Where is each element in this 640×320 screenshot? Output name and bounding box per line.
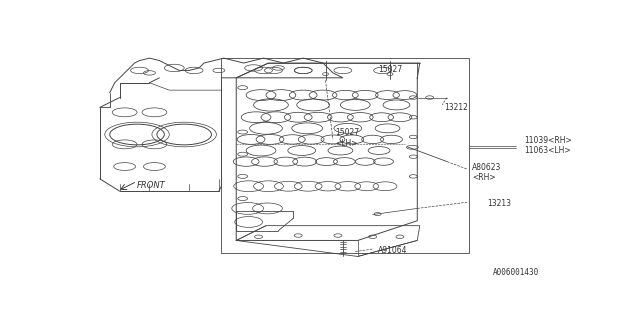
Text: 15027
<LH>: 15027 <LH> (335, 129, 360, 148)
Text: A006001430: A006001430 (493, 268, 540, 277)
Text: 13213: 13213 (486, 199, 511, 208)
Text: 13212: 13212 (445, 103, 468, 112)
Text: 15027: 15027 (378, 65, 402, 74)
Bar (221, 58, 469, 253)
Text: A91064: A91064 (378, 246, 407, 255)
Text: FRONT: FRONT (137, 180, 166, 189)
Text: A80623
<RH>: A80623 <RH> (472, 163, 501, 182)
Text: 11039<RH>
11063<LH>: 11039<RH> 11063<LH> (524, 136, 572, 155)
